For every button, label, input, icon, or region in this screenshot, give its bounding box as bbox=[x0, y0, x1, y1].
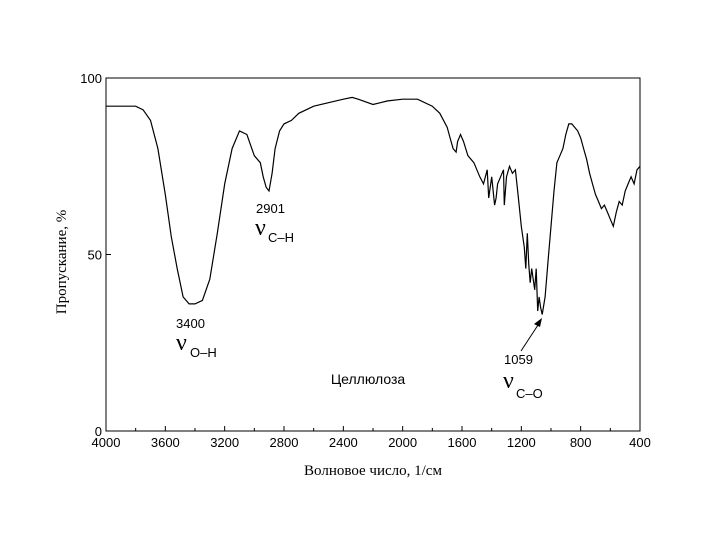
annotation-ch-symbol: ν bbox=[255, 215, 266, 241]
annotation-co-wavenumber: 1059 bbox=[504, 352, 533, 367]
annotation-oh-wavenumber: 3400 bbox=[176, 316, 205, 331]
annotation-oh-symbol: ν bbox=[176, 330, 187, 356]
x-tick-label: 2000 bbox=[388, 435, 417, 450]
annotation-oh-bond: O–H bbox=[190, 345, 217, 360]
annotation-ch: 2901 ν C–H bbox=[255, 201, 294, 245]
annotation-oh: 3400 ν O–H bbox=[176, 316, 217, 360]
x-tick-label: 2400 bbox=[329, 435, 358, 450]
series-label: Целлюлоза bbox=[331, 371, 406, 387]
y-axis-title: Пропускание, % bbox=[54, 210, 70, 314]
annotation-co: 1059 ν C–O bbox=[503, 318, 543, 401]
annotation-co-arrow-head bbox=[534, 318, 542, 327]
x-axis-title: Волновое число, 1/см bbox=[304, 463, 442, 479]
annotation-ch-bond: C–H bbox=[268, 230, 294, 245]
x-tick-label: 4000 bbox=[92, 435, 121, 450]
y-axis: 0 50 100 bbox=[80, 71, 111, 439]
x-tick-label: 2800 bbox=[270, 435, 299, 450]
x-tick-label: 1200 bbox=[507, 435, 536, 450]
y-tick-label: 50 bbox=[88, 248, 102, 263]
x-tick-label: 3600 bbox=[151, 435, 180, 450]
series-line-cellulose bbox=[106, 96, 641, 315]
annotation-co-symbol: ν bbox=[503, 368, 514, 394]
x-tick-label: 400 bbox=[629, 435, 651, 450]
y-tick-label: 0 bbox=[95, 424, 102, 439]
annotation-ch-wavenumber: 2901 bbox=[256, 201, 285, 216]
annotation-co-arrow-line bbox=[520, 321, 541, 352]
x-tick-label: 3200 bbox=[210, 435, 239, 450]
x-axis: 4000 3600 3200 2800 2400 2000 1600 1200 800 400 bbox=[92, 426, 651, 450]
annotation-co-bond: C–O bbox=[516, 386, 543, 401]
x-tick-label: 1600 bbox=[448, 435, 477, 450]
y-tick-label: 100 bbox=[80, 71, 102, 86]
x-tick-label: 800 bbox=[570, 435, 592, 450]
